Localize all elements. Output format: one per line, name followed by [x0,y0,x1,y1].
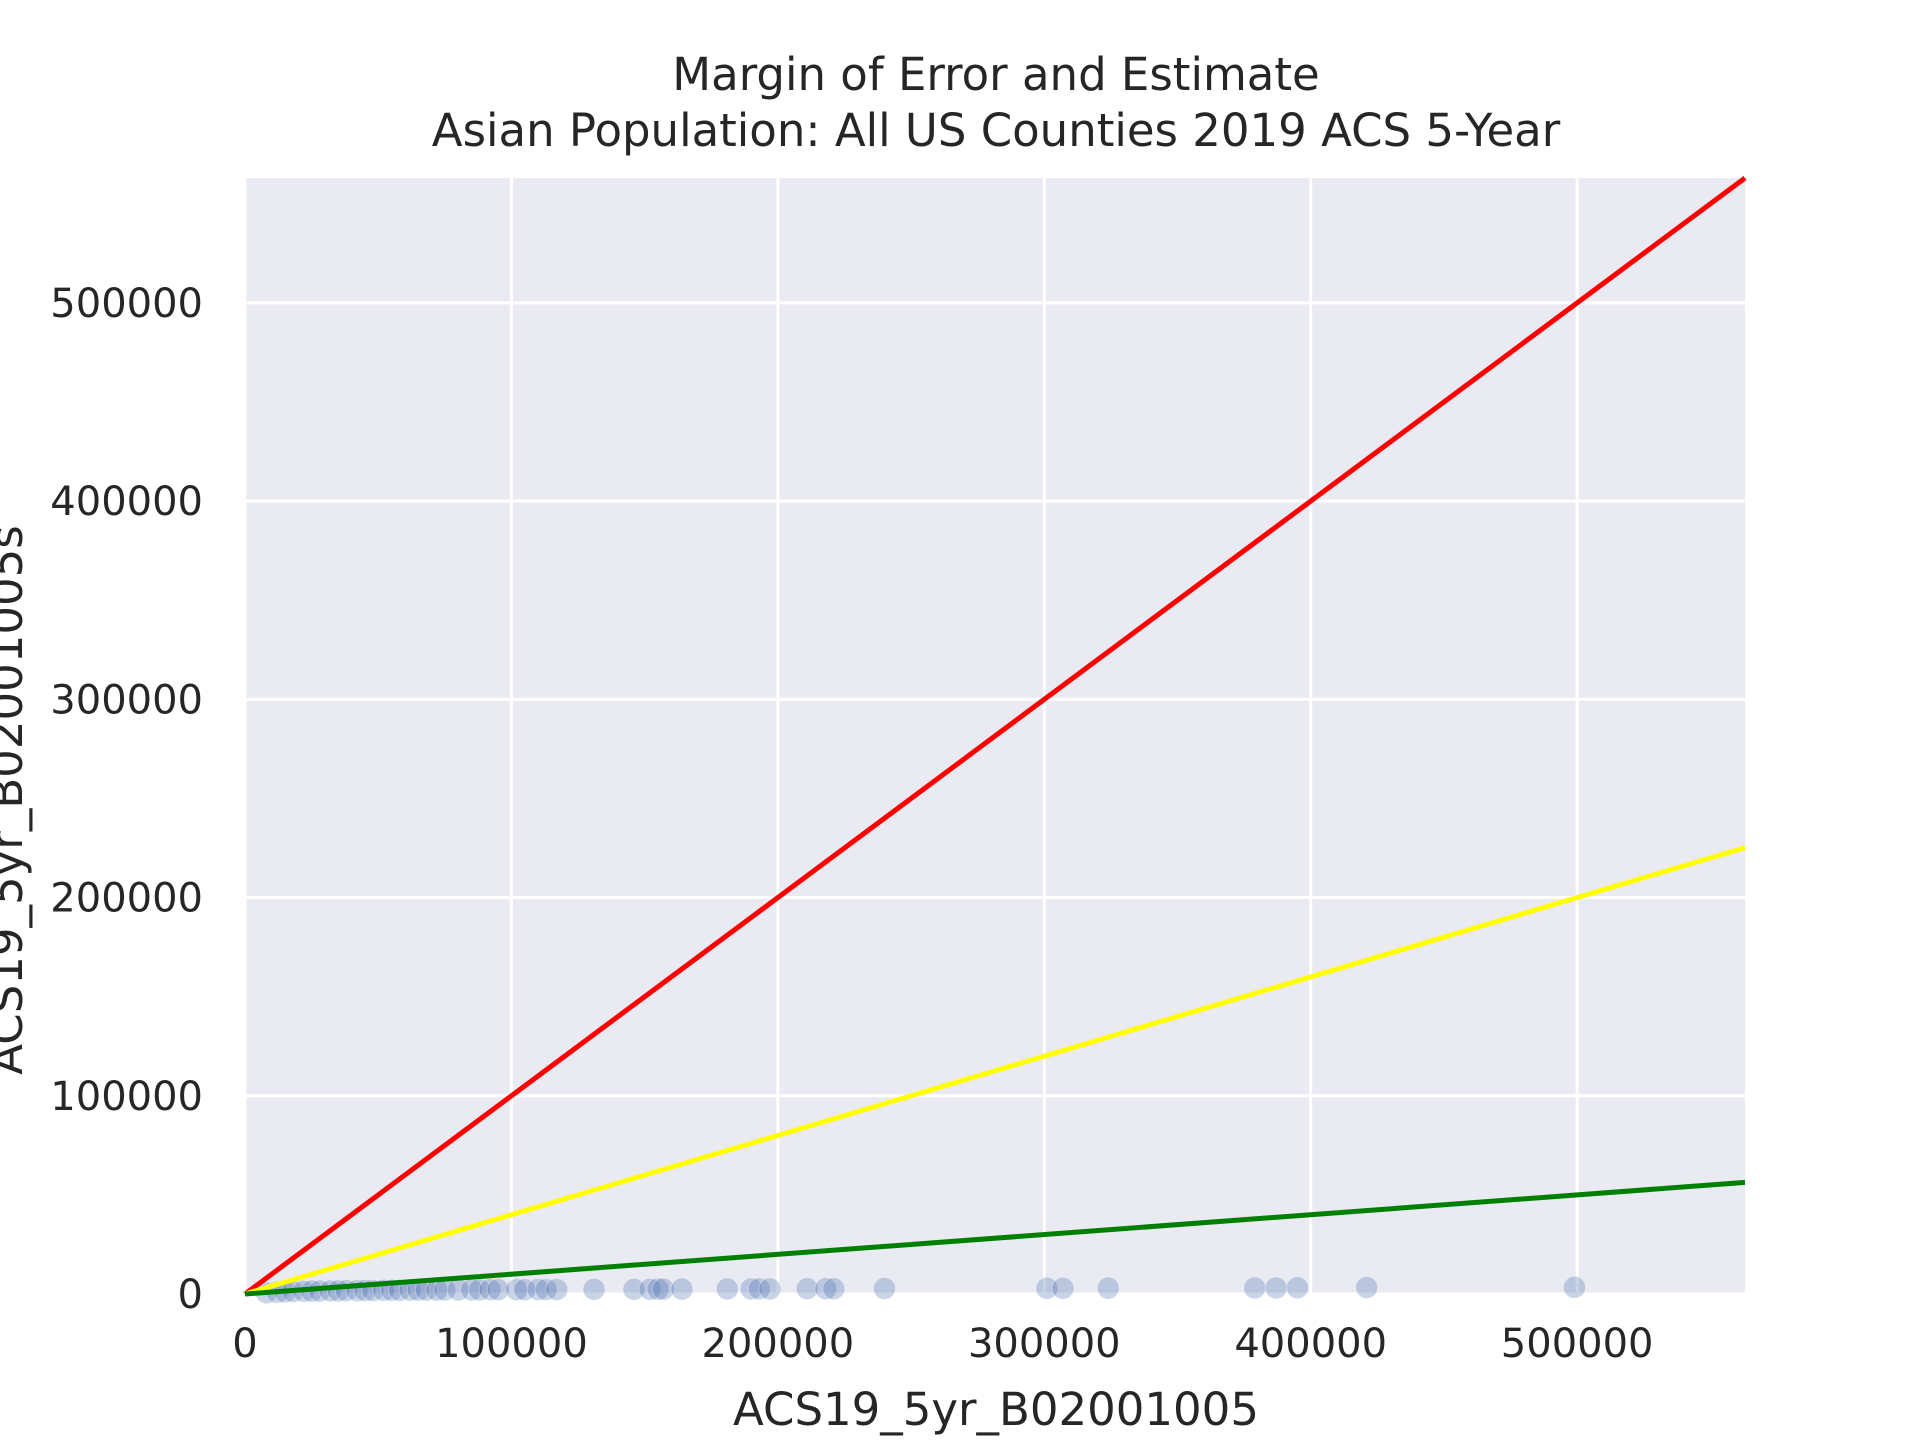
data-point [582,1277,606,1301]
data-point [486,1278,510,1302]
red-reference-line [243,175,1747,1297]
data-point [747,1277,771,1301]
x-tick-label: 0 [232,1321,257,1367]
chart-subtitle: Asian Population: All US Counties 2019 A… [432,104,1561,157]
data-point [1035,1276,1059,1300]
data-point [651,1277,675,1301]
data-point [715,1277,739,1301]
y-tick-label: 400000 [50,479,203,525]
y-tick-label: 0 [178,1272,203,1318]
data-point [814,1277,838,1301]
x-tick-label: 300000 [968,1321,1121,1367]
data-point [545,1277,569,1301]
x-tick-label: 400000 [1234,1321,1387,1367]
yellow-reference-line [244,845,1746,1297]
x-axis-label: ACS19_5yr_B02001005 [733,1383,1259,1436]
data-point [638,1277,662,1301]
data-point [534,1277,558,1301]
green-reference-line [244,1179,1746,1297]
data-point [622,1277,646,1301]
data-point [1051,1276,1075,1300]
data-point [1562,1275,1586,1299]
x-tick-label: 100000 [435,1321,588,1367]
data-point [478,1278,502,1302]
x-tick-label: 200000 [702,1321,855,1367]
y-tick-label: 100000 [50,1074,203,1120]
data-point [822,1277,846,1301]
data-point [526,1277,550,1301]
data-point [872,1276,896,1300]
y-tick-label: 500000 [50,281,203,327]
y-axis-label: ACS19_5yr_B02001005s [0,525,33,1074]
data-point [1264,1276,1288,1300]
data-point [1285,1276,1309,1300]
y-tick-label: 300000 [50,677,203,723]
chart-title: Margin of Error and Estimate [672,48,1319,101]
plot-area [243,175,1747,1305]
data-point [739,1277,763,1301]
data-point [646,1277,670,1301]
x-tick-label: 500000 [1501,1321,1654,1367]
data-point [1355,1275,1379,1299]
data-point [513,1278,537,1302]
data-point [758,1277,782,1301]
data-point [1243,1276,1267,1300]
data-point [795,1277,819,1301]
data-point [670,1277,694,1301]
data-point [505,1278,529,1302]
y-tick-label: 200000 [50,876,203,922]
data-point [1096,1276,1120,1300]
